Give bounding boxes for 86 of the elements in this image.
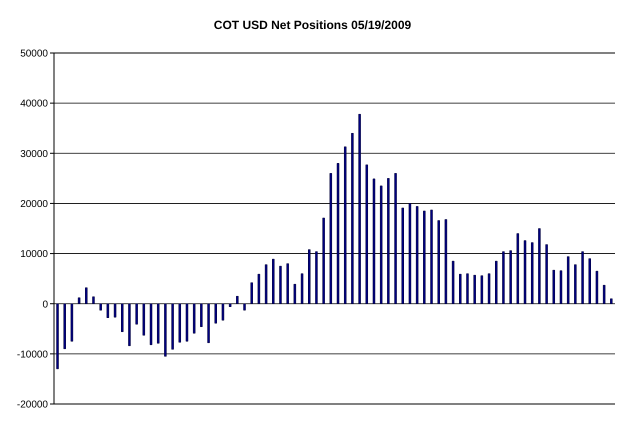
bar bbox=[344, 146, 346, 304]
bar bbox=[300, 273, 304, 304]
bar bbox=[437, 220, 440, 304]
bar bbox=[416, 206, 418, 304]
bar bbox=[250, 282, 253, 304]
bar bbox=[480, 275, 484, 304]
bar bbox=[330, 173, 332, 304]
bar bbox=[538, 228, 541, 304]
bar bbox=[351, 132, 354, 304]
bar bbox=[602, 284, 606, 304]
bar bbox=[171, 303, 174, 350]
bar bbox=[358, 114, 361, 304]
y-tick-label: 0 bbox=[42, 299, 48, 310]
bar bbox=[545, 244, 548, 304]
bar bbox=[588, 258, 591, 304]
bar bbox=[444, 219, 448, 304]
bar bbox=[402, 208, 404, 304]
bar bbox=[466, 273, 469, 304]
bar bbox=[452, 260, 454, 304]
y-tick-label: -20000 bbox=[16, 400, 48, 411]
bar bbox=[243, 303, 246, 310]
bar bbox=[516, 233, 520, 304]
bar bbox=[99, 303, 102, 310]
bar bbox=[610, 298, 613, 304]
bar bbox=[258, 274, 260, 304]
bar bbox=[142, 303, 146, 336]
y-tick-label: 30000 bbox=[20, 148, 48, 160]
bar bbox=[560, 270, 562, 304]
bar bbox=[286, 263, 289, 304]
bar bbox=[207, 303, 210, 344]
bar bbox=[192, 303, 196, 334]
bar bbox=[495, 260, 498, 304]
bar bbox=[228, 303, 232, 307]
bar bbox=[366, 164, 368, 304]
bar bbox=[394, 173, 397, 304]
bar bbox=[430, 210, 433, 304]
bar bbox=[530, 242, 534, 304]
y-tick-label: 20000 bbox=[20, 198, 48, 210]
y-tick-label: 50000 bbox=[20, 48, 48, 60]
bar bbox=[70, 303, 74, 342]
bar bbox=[488, 273, 490, 304]
bar bbox=[214, 303, 217, 324]
bar bbox=[423, 210, 426, 304]
bar bbox=[150, 303, 152, 346]
bar bbox=[56, 303, 59, 370]
bar bbox=[92, 296, 95, 304]
chart-title: COT USD Net Positions 05/19/2009 bbox=[212, 17, 412, 34]
bar bbox=[408, 203, 412, 304]
bar bbox=[596, 270, 598, 304]
bar bbox=[387, 178, 390, 304]
bar bbox=[524, 240, 526, 304]
bar bbox=[581, 251, 584, 304]
bar bbox=[336, 163, 340, 304]
bar bbox=[574, 264, 577, 304]
bar bbox=[566, 256, 570, 304]
bar bbox=[106, 303, 110, 318]
bar bbox=[114, 303, 116, 318]
bar bbox=[315, 251, 318, 304]
bar bbox=[236, 296, 239, 304]
bar bbox=[308, 249, 310, 304]
bar bbox=[128, 303, 131, 346]
bar bbox=[459, 274, 462, 304]
y-tick-label: 40000 bbox=[20, 98, 48, 110]
bar bbox=[272, 258, 275, 304]
y-tick-label: -10000 bbox=[16, 349, 48, 360]
bar bbox=[78, 297, 80, 304]
bar bbox=[502, 251, 505, 304]
bar bbox=[178, 303, 182, 343]
bar bbox=[85, 287, 88, 304]
bar bbox=[473, 274, 476, 304]
bar bbox=[186, 303, 188, 342]
bar bbox=[380, 186, 382, 304]
bar bbox=[552, 270, 556, 304]
bar bbox=[135, 303, 138, 325]
bar bbox=[156, 303, 160, 344]
bar bbox=[509, 250, 512, 304]
bar bbox=[279, 266, 282, 304]
bar bbox=[294, 284, 296, 304]
bar bbox=[164, 303, 167, 357]
bar bbox=[121, 303, 124, 332]
bar bbox=[200, 303, 203, 328]
y-tick-label: 10000 bbox=[20, 249, 48, 260]
bar bbox=[372, 178, 376, 304]
bar bbox=[222, 303, 224, 321]
bar bbox=[322, 218, 325, 304]
bar bbox=[264, 264, 268, 304]
